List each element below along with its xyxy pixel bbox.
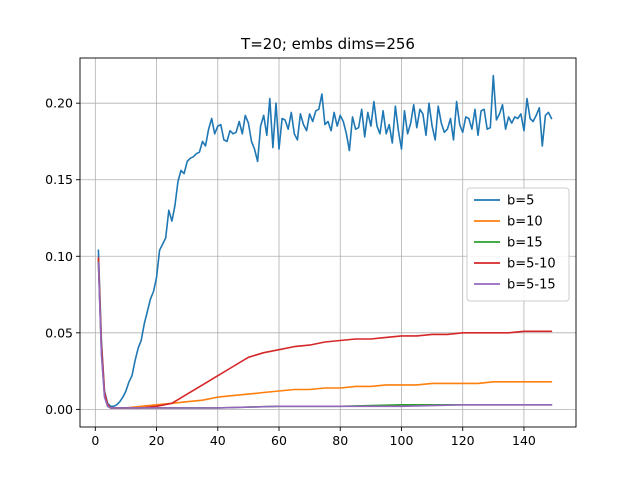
y-tick-label: 0.15 <box>45 172 73 187</box>
legend-label: b=5-10 <box>507 257 556 272</box>
series-line-b=5 <box>97 74 553 408</box>
legend-label: b=10 <box>507 215 543 230</box>
chart-title: T=20; embs dims=256 <box>240 35 415 53</box>
y-tick-label: 0.05 <box>45 325 73 340</box>
series-line-b=5-15 <box>97 261 553 409</box>
x-tick-label: 0 <box>91 433 99 448</box>
series-lines <box>97 74 553 409</box>
legend-box <box>466 187 570 302</box>
x-tick-label: 140 <box>512 433 536 448</box>
x-tick-label: 120 <box>451 433 475 448</box>
legend-label: b=15 <box>507 236 543 251</box>
legend-label: b=5-15 <box>507 278 556 293</box>
series-line-b=10 <box>97 258 553 409</box>
y-tick-label: 0.00 <box>45 402 73 417</box>
x-tick-label: 20 <box>149 433 165 448</box>
legend-label: b=5 <box>507 194 534 209</box>
x-tick-label: 80 <box>332 433 348 448</box>
x-tick-label: 100 <box>390 433 414 448</box>
y-tick-label: 0.20 <box>45 96 73 111</box>
plot-area-frame <box>79 57 577 428</box>
x-tick-label: 60 <box>271 433 287 448</box>
x-tick-label: 40 <box>210 433 226 448</box>
axis-ticks: 0 20 40 60 80 100 120 140 0.00 0.05 0.10 0.15 0.20 <box>45 96 536 448</box>
y-tick-label: 0.10 <box>45 249 73 264</box>
legend: b=5 b=10 b=15 b=5-10 b=5-15 <box>466 187 570 302</box>
